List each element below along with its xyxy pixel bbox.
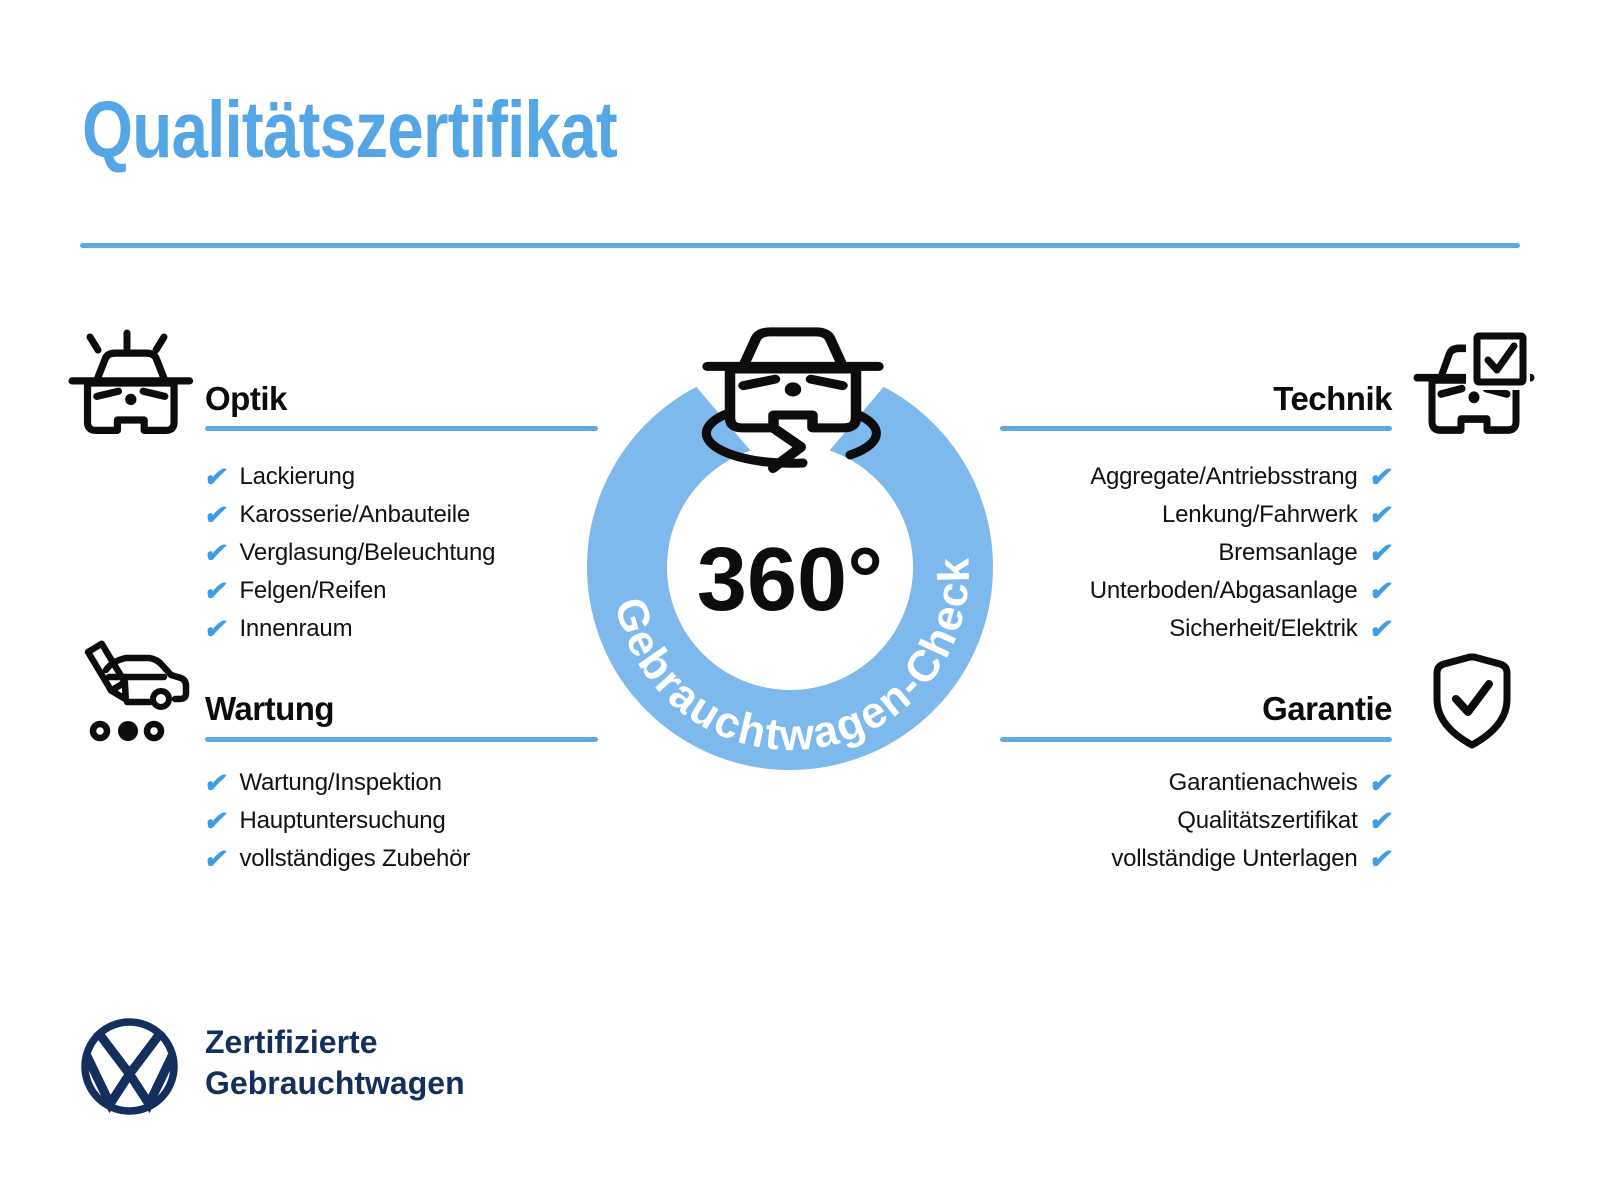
list-item: ✔ Wartung/Inspektion — [202, 764, 470, 802]
list-item: Unterboden/Abgasanlage ✔ — [1089, 572, 1395, 610]
vw-logo — [81, 1018, 178, 1115]
optik-underline — [205, 426, 598, 431]
center-badge: Gebrauchtwagen-Check 360° — [587, 330, 993, 770]
section-title-optik: Optik — [205, 380, 287, 417]
list-item-label: vollständige Unterlagen — [1111, 845, 1358, 872]
list-item: ✔ Karosserie/Anbauteile — [202, 496, 495, 534]
car-shine-icon — [72, 329, 189, 430]
list-item-label: Bremsanlage — [1218, 539, 1358, 566]
list-item: vollständige Unterlagen ✔ — [1111, 840, 1395, 878]
check-icon: ✔ — [202, 461, 231, 492]
section-title-garantie: Garantie — [1262, 690, 1392, 727]
list-item-label: Aggregate/Antriebsstrang — [1090, 463, 1358, 490]
technik-checklist: Aggregate/Antriebsstrang ✔ Lenkung/Fahrwe… — [1089, 458, 1395, 648]
list-item-label: Qualitätszertifikat — [1177, 807, 1358, 834]
list-item: Aggregate/Antriebsstrang ✔ — [1090, 458, 1395, 496]
check-icon: ✔ — [202, 537, 231, 568]
optik-checklist: ✔ Lackierung ✔ Karosserie/Anbauteile ✔ Verg… — [202, 458, 496, 648]
check-icon: ✔ — [202, 575, 231, 606]
badge-ring — [587, 364, 993, 770]
list-item-label: Lenkung/Fahrwerk — [1161, 501, 1358, 528]
car-checkbox-icon — [1417, 328, 1531, 430]
list-item: ✔ Innenraum — [202, 610, 495, 648]
check-icon: ✔ — [1367, 537, 1395, 568]
check-icon: ✔ — [1367, 575, 1395, 606]
list-item-label: Felgen/Reifen — [239, 577, 387, 604]
brand-line-2: Gebrauchtwagen — [205, 1065, 465, 1101]
check-icon: ✔ — [202, 805, 231, 836]
list-item: Lenkung/Fahrwerk ✔ — [1090, 496, 1395, 534]
list-item-label: Verglasung/Beleuchtung — [239, 539, 496, 566]
check-icon: ✔ — [1367, 461, 1395, 492]
title-divider — [80, 243, 1520, 248]
shield-check-icon — [1433, 653, 1511, 749]
list-item: Sicherheit/Elektrik ✔ — [1090, 610, 1395, 648]
car-rotation-icon — [701, 398, 881, 473]
list-item: ✔ Hauptuntersuchung — [202, 802, 470, 840]
list-item-label: Unterboden/Abgasanlage — [1089, 577, 1358, 604]
brand-line-1: Zertifizierte — [205, 1024, 378, 1060]
list-item-label: Wartung/Inspektion — [239, 769, 442, 796]
list-item-label: Hauptuntersuchung — [239, 807, 446, 834]
check-icon: ✔ — [1367, 843, 1395, 874]
section-title-technik: Technik — [1273, 380, 1392, 417]
list-item-label: Lackierung — [239, 463, 355, 490]
list-item: Qualitätszertifikat ✔ — [1111, 802, 1395, 840]
car-front-icon — [708, 332, 879, 428]
list-item: Garantienachweis ✔ — [1111, 764, 1395, 802]
wartung-underline — [205, 737, 598, 742]
badge-ring-notch — [648, 330, 932, 497]
garantie-checklist: Garantienachweis ✔ Qualitätszertifikat ✔ v… — [1111, 764, 1395, 878]
brand-text: Zertifizierte Gebrauchtwagen — [205, 1022, 465, 1104]
check-icon: ✔ — [202, 767, 231, 798]
check-icon: ✔ — [1367, 767, 1395, 798]
technik-underline — [1000, 426, 1392, 431]
list-item-label: Karosserie/Anbauteile — [239, 501, 471, 528]
list-item: ✔ Verglasung/Beleuchtung — [202, 534, 496, 572]
list-item-label: Garantienachweis — [1168, 769, 1358, 796]
wartung-checklist: ✔ Wartung/Inspektion ✔ Hauptuntersuchung ✔… — [202, 764, 471, 878]
badge-ring-label: Gebrauchtwagen-Check — [605, 556, 979, 761]
check-icon: ✔ — [1367, 499, 1395, 530]
badge-degree-label: 360° — [697, 530, 883, 630]
list-item: ✔ vollständiges Zubehör — [202, 840, 471, 878]
garantie-underline — [1000, 737, 1392, 742]
list-item: ✔ Felgen/Reifen — [202, 572, 495, 610]
list-item-label: Innenraum — [239, 615, 353, 642]
check-icon: ✔ — [202, 843, 231, 874]
list-item-label: Sicherheit/Elektrik — [1169, 615, 1358, 642]
check-icon: ✔ — [202, 499, 231, 530]
list-item-label: vollständiges Zubehör — [239, 845, 471, 872]
check-icon: ✔ — [1367, 805, 1395, 836]
check-icon: ✔ — [1367, 613, 1395, 644]
page-title: Qualitätszertifikat — [82, 85, 618, 174]
pencil-car-icon — [84, 640, 190, 742]
list-item: ✔ Lackierung — [202, 458, 495, 496]
list-item: Bremsanlage ✔ — [1090, 534, 1395, 572]
check-icon: ✔ — [202, 613, 231, 644]
section-title-wartung: Wartung — [205, 690, 335, 727]
